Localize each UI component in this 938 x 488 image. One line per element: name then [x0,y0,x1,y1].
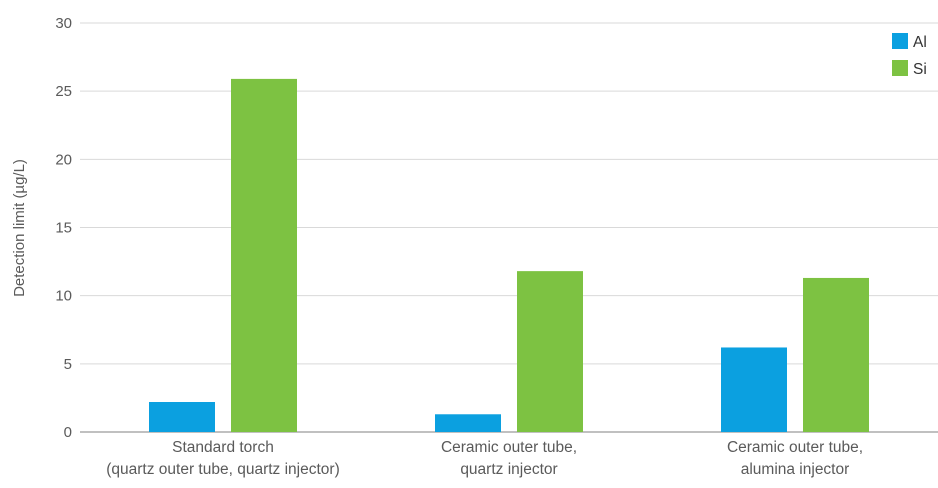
y-tick-label: 30 [55,15,72,32]
x-category-label: alumina injector [741,461,850,478]
legend: Al Si [892,33,927,78]
x-category-labels: Standard torch (quartz outer tube, quartz… [106,439,863,478]
y-tick-label: 25 [55,83,72,100]
bar-si-2 [517,271,583,432]
gridlines [80,22,938,433]
bar-al-3 [721,347,787,432]
y-tick-label: 10 [55,288,72,305]
x-category-label: Ceramic outer tube, [727,439,863,456]
bar-si-3 [803,277,869,432]
y-tick-label: 0 [64,424,72,441]
legend-swatch-si [892,60,908,76]
y-tick-label: 5 [64,356,72,373]
bar-al-2 [435,414,501,432]
y-tick-label: 20 [55,151,72,168]
x-category-label: Ceramic outer tube, [441,439,577,456]
x-category-label: Standard torch [172,439,274,456]
bar-al-1 [149,402,215,432]
y-tick-labels: 0 5 10 15 20 25 30 [55,15,72,441]
x-category-label: quartz injector [460,461,557,478]
bar-si-1 [231,78,297,432]
bars [149,78,869,432]
legend-label-si: Si [913,61,927,78]
legend-label-al: Al [913,34,927,51]
legend-swatch-al [892,33,908,49]
y-axis-title: Detection limit (µg/L) [11,159,28,297]
x-category-label: (quartz outer tube, quartz injector) [106,461,339,478]
y-tick-label: 15 [55,220,72,237]
